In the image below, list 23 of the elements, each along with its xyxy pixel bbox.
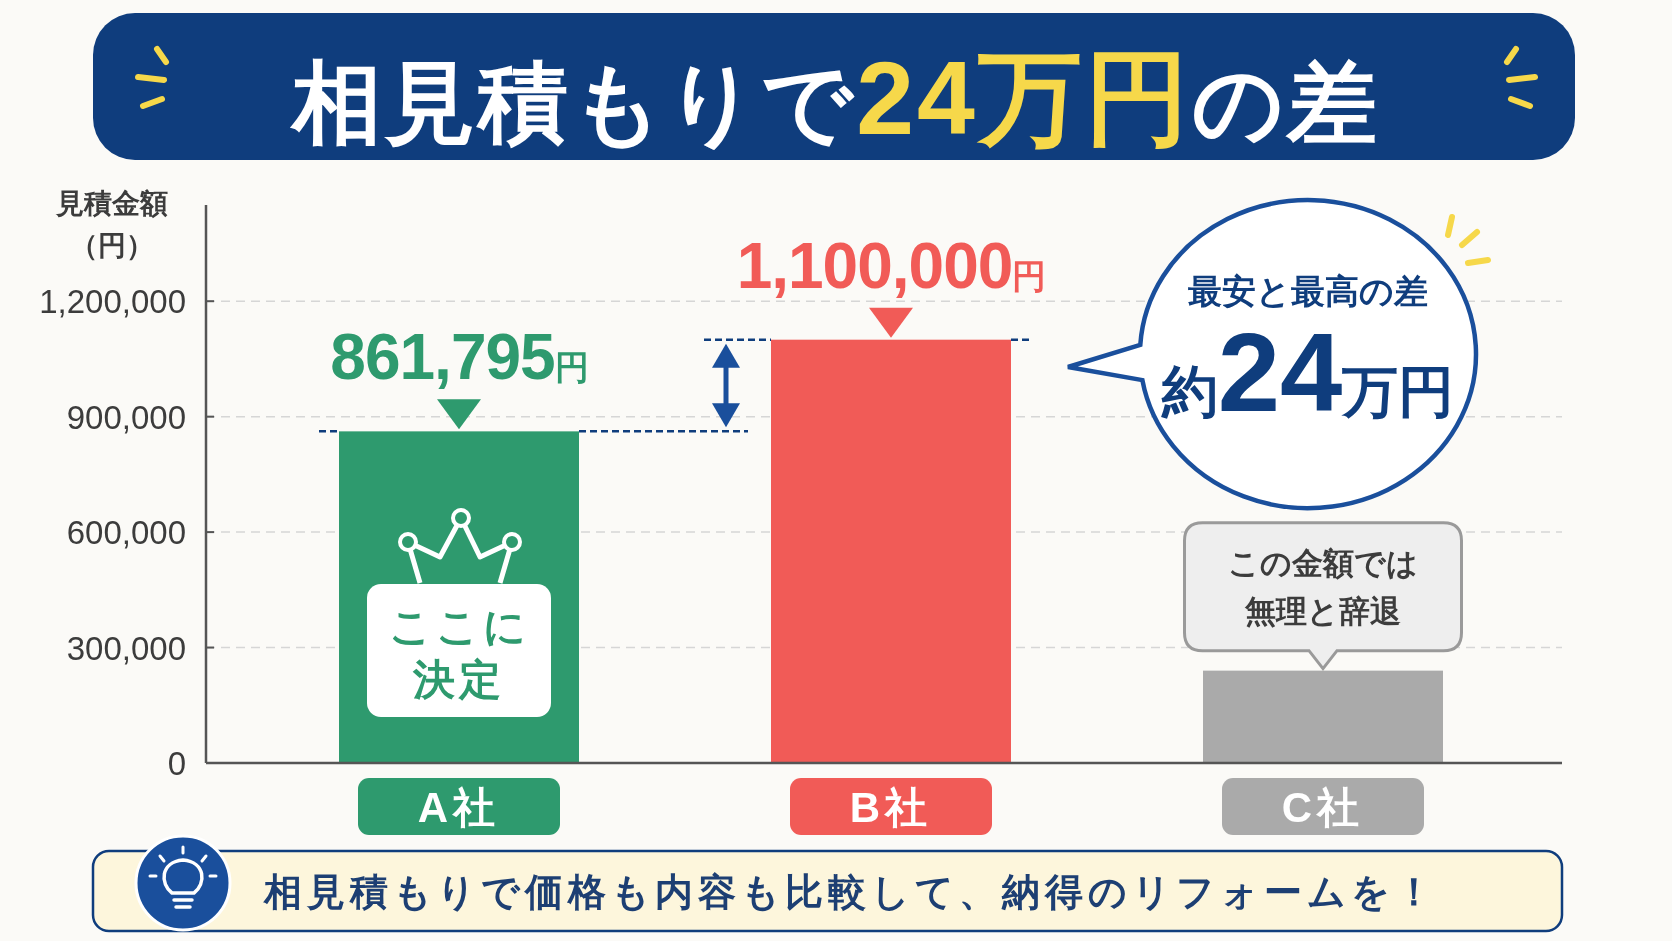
chart-title: 相見積もりで24万円の差 xyxy=(289,40,1380,156)
annotation: この金額では無理と辞退 xyxy=(1228,545,1418,629)
title: 相見積もりで24万円の差 xyxy=(93,13,1575,160)
annotation: 最安と最高の差約24万円 xyxy=(1065,197,1479,511)
annotation: 相見積もりで価格も内容も比較して、納得のリフォームを！ xyxy=(91,849,1564,933)
annotation: ここに決定 xyxy=(388,603,530,703)
y-axis-title: 見積金額（円） xyxy=(56,188,168,261)
data-label: 1,100,000円 xyxy=(736,229,1046,302)
x-tick-label: A社 xyxy=(417,784,501,831)
annotation: ここに決定 xyxy=(367,584,551,717)
y-tick-label: 600,000 xyxy=(66,514,186,552)
x-tick-label: C社 xyxy=(1222,778,1424,835)
value-label: 1,100,000円 xyxy=(736,229,1046,338)
y-tick-label: 900,000 xyxy=(66,398,186,436)
y-tick-label: 1,200,000 xyxy=(39,283,186,321)
y-tick-label: 0 xyxy=(167,745,186,782)
x-tick-label: B社 xyxy=(849,784,933,831)
y-tick-label: 300,000 xyxy=(66,629,186,667)
value-label: 861,795円 xyxy=(330,321,588,430)
data-label: 861,795円 xyxy=(330,321,588,394)
x-tick-label: A社 xyxy=(358,778,560,835)
x-tick-label: B社 xyxy=(790,778,992,835)
x-tick-label: C社 xyxy=(1281,784,1365,831)
